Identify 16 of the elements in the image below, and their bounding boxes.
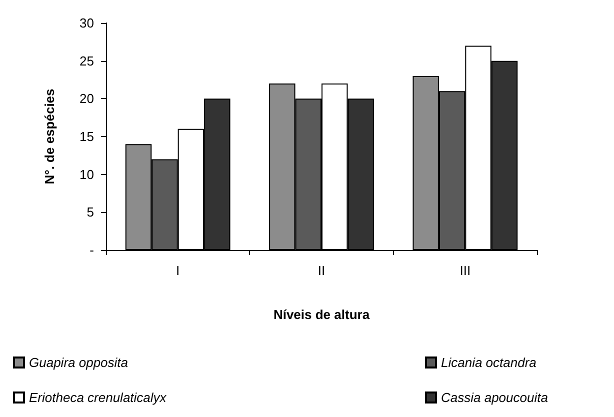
legend-label: Eriotheca crenulaticalyx bbox=[29, 390, 167, 405]
x-tick-label: I bbox=[176, 263, 180, 278]
y-tick-label: 5 bbox=[86, 204, 94, 220]
x-tick-label: III bbox=[460, 263, 471, 278]
legend-label: Cassia apoucouita bbox=[441, 390, 548, 405]
y-tick-label: 20 bbox=[80, 91, 94, 106]
y-axis-title: N°. de espécies bbox=[42, 88, 57, 184]
y-tick-label: 25 bbox=[80, 53, 94, 68]
y-tick-label: 10 bbox=[80, 166, 94, 182]
x-tick-label: II bbox=[318, 263, 326, 278]
y-tick-label: 30 bbox=[80, 16, 94, 30]
y-tick-label: 15 bbox=[80, 129, 94, 144]
x-axis-title: Níveis de altura bbox=[273, 307, 370, 322]
legend-label: Guapira opposita bbox=[29, 355, 128, 370]
legend-label: Licania octandra bbox=[441, 355, 536, 370]
y-tick-label: - bbox=[90, 242, 94, 258]
